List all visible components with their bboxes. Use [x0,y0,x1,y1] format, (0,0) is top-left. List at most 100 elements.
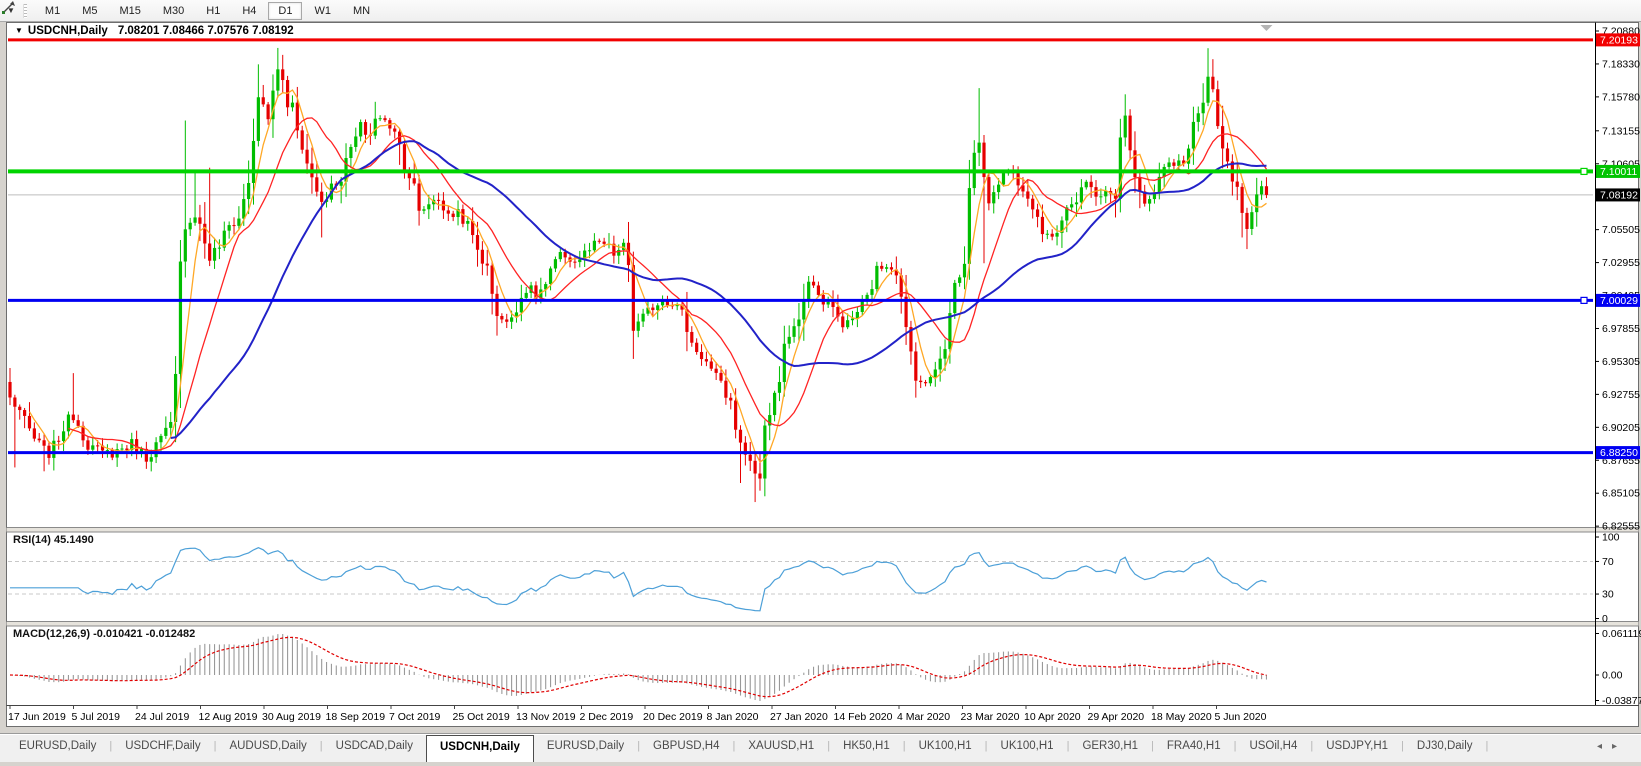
tab-scroll-right-icon[interactable]: ▸ [1611,741,1627,752]
tab-divider: | [1401,740,1404,752]
chart-tab-uk100-h1[interactable]: UK100,H1 [918,740,972,752]
chart-tab-usdjpy-h1[interactable]: USDJPY,H1 [1326,740,1389,752]
tab-divider: | [213,740,217,752]
macd-signal-line [9,636,1267,698]
svg-text:24 Jul 2019: 24 Jul 2019 [135,711,189,723]
svg-text:7 Oct 2019: 7 Oct 2019 [389,711,441,723]
chart-tab-dj30-daily[interactable]: DJ30,Daily [1416,740,1473,752]
svg-text:2 Dec 2019: 2 Dec 2019 [580,711,634,723]
svg-text:18 May 2020: 18 May 2020 [1151,711,1212,723]
chart-tab-usdcad-daily[interactable]: USDCAD,Daily [335,740,413,752]
svg-text:0.061119: 0.061119 [1602,628,1641,640]
svg-text:27 Jan 2020: 27 Jan 2020 [770,711,828,723]
svg-text:0.00: 0.00 [1602,670,1623,682]
tab-scroll-left-icon[interactable]: ◂ [1596,741,1612,752]
svg-text:-0.038777: -0.038777 [1602,695,1641,707]
tab-divider: | [827,740,831,752]
chart-ohlc-values: 7.08201 7.08466 7.07576 7.08192 [117,25,294,37]
svg-text:6.92755: 6.92755 [1602,389,1640,401]
timeframe-toolbar: M1 M5 M15 M30 H1 H4 D1 W1 MN [34,1,381,20]
chart-tab-gbpusd-h4[interactable]: GBPUSD,H4 [653,740,720,752]
chart-tab-fra40-h1[interactable]: FRA40,H1 [1166,740,1221,752]
svg-text:5 Jul 2019: 5 Jul 2019 [72,711,121,723]
date-axis[interactable]: 17 Jun 2019 5 Jul 2019 24 Jul 2019 12 Aug 2… [6,705,1640,723]
tab-divider: | [637,740,641,752]
tab-divider: | [1310,740,1314,752]
top-toolbar: ▼ M1 M5 M15 M30 H1 H4 D1 W1 MN [0,0,1641,22]
rsi-label: RSI(14) 45.1490 [13,534,94,546]
tab-divider: | [1485,740,1489,752]
tab-divider: | [109,740,113,752]
ma-line-5 [28,89,1267,463]
svg-text:7.18330: 7.18330 [1602,58,1640,70]
svg-text:14 Feb 2020: 14 Feb 2020 [834,711,893,723]
timeframe-button-d1[interactable]: D1 [268,1,303,20]
timeframe-button-m30[interactable]: M30 [162,4,185,17]
chart-tab-uk100-h1[interactable]: UK100,H1 [1000,740,1054,752]
tab-divider: | [732,740,736,752]
chart-title: ▼ USDCNH,Daily 7.08201 7.08466 7.07576 7.0… [15,25,294,37]
chart-tab-eurusd-daily[interactable]: EURUSD,Daily [19,740,97,752]
panel-separators[interactable] [6,527,1640,627]
tab-divider: | [1233,740,1237,752]
svg-text:70: 70 [1602,556,1614,568]
svg-text:18 Sep 2019: 18 Sep 2019 [326,711,386,723]
chart-tab-audusd-daily[interactable]: AUDUSD,Daily [229,740,307,752]
draw-tool-cluster[interactable]: ▼ [2,1,15,15]
timeframe-button-m1[interactable]: M1 [44,4,61,17]
svg-text:7.13155: 7.13155 [1602,125,1640,137]
tab-scroll-arrows: ◂▸ [1597,741,1627,752]
timeframe-button-w1[interactable]: W1 [314,4,331,17]
ma-line-13 [68,117,1268,452]
svg-text:7.20193: 7.20193 [1600,34,1638,46]
timeframe-button-h4[interactable]: H4 [242,4,257,17]
svg-text:4 Mar 2020: 4 Mar 2020 [897,711,950,723]
chart-window-frame [6,22,1639,727]
timeframe-button-m5[interactable]: M5 [82,4,98,17]
tab-divider: | [1151,740,1154,752]
chart-tab-ger30-h1[interactable]: GER30,H1 [1082,740,1139,752]
svg-text:6.88250: 6.88250 [1600,447,1638,459]
svg-text:5 Jun 2020: 5 Jun 2020 [1215,711,1267,723]
svg-text:8 Jan 2020: 8 Jan 2020 [707,711,759,723]
svg-text:17 Jun 2019: 17 Jun 2019 [8,711,66,723]
horizontal-lines[interactable] [8,38,1593,455]
tab-divider: | [984,740,988,752]
draw-cursor-tool-icon[interactable] [0,0,18,16]
svg-text:7.05505: 7.05505 [1602,224,1640,236]
svg-text:7.02955: 7.02955 [1602,257,1640,269]
chart-tab-usdcnh-daily[interactable]: USDCNH,Daily [425,735,534,762]
chart-tab-eurusd-daily[interactable]: EURUSD,Daily [546,740,625,752]
svg-text:7.15780: 7.15780 [1602,91,1640,103]
svg-text:100: 100 [1602,532,1620,544]
tab-divider: | [1066,740,1070,752]
chart-tab-usoil-h4[interactable]: USOil,H4 [1249,740,1298,752]
chart-tab-xauusd-h1[interactable]: XAUUSD,H1 [748,740,815,752]
tab-divider: | [902,740,906,752]
rsi-panel[interactable]: RSI(14) 45.1490 100 70 30 0 [8,532,1620,626]
svg-text:6.90205: 6.90205 [1602,422,1640,434]
window-menu-icon[interactable]: ▼ [15,26,23,35]
tab-divider: | [319,740,323,752]
svg-text:7.00029: 7.00029 [1600,295,1638,307]
chart-tab-hk50-h1[interactable]: HK50,H1 [843,740,890,752]
svg-text:0: 0 [1602,613,1608,625]
tool-dropdown-caret-icon[interactable]: ▼ [7,6,15,15]
timeframe-button-h1[interactable]: H1 [206,4,221,17]
timeframe-button-mn[interactable]: MN [352,4,371,17]
svg-text:13 Nov 2019: 13 Nov 2019 [516,711,576,723]
rsi-line [10,547,1267,612]
svg-text:20 Dec 2019: 20 Dec 2019 [643,711,703,723]
chart-shift-marker[interactable] [1260,25,1273,31]
chart-tab-usdchf-daily[interactable]: USDCHF,Daily [125,740,201,752]
svg-text:30: 30 [1602,589,1614,601]
svg-text:25 Oct 2019: 25 Oct 2019 [453,711,510,723]
svg-text:6.82555: 6.82555 [1602,521,1640,533]
svg-text:29 Apr 2020: 29 Apr 2020 [1088,711,1145,723]
timeframe-button-m15[interactable]: M15 [119,4,141,17]
macd-label: MACD(12,26,9) -0.010421 -0.012482 [13,628,195,640]
chart-tabs: EURUSD,Daily | USDCHF,Daily | AUDUSD,Daily | U… [6,734,1488,762]
toolbar-grip[interactable] [22,3,27,18]
macd-panel[interactable]: 0.061119 0.00 -0.038777 MACD(12,26,9) -0.01… [9,628,1641,707]
